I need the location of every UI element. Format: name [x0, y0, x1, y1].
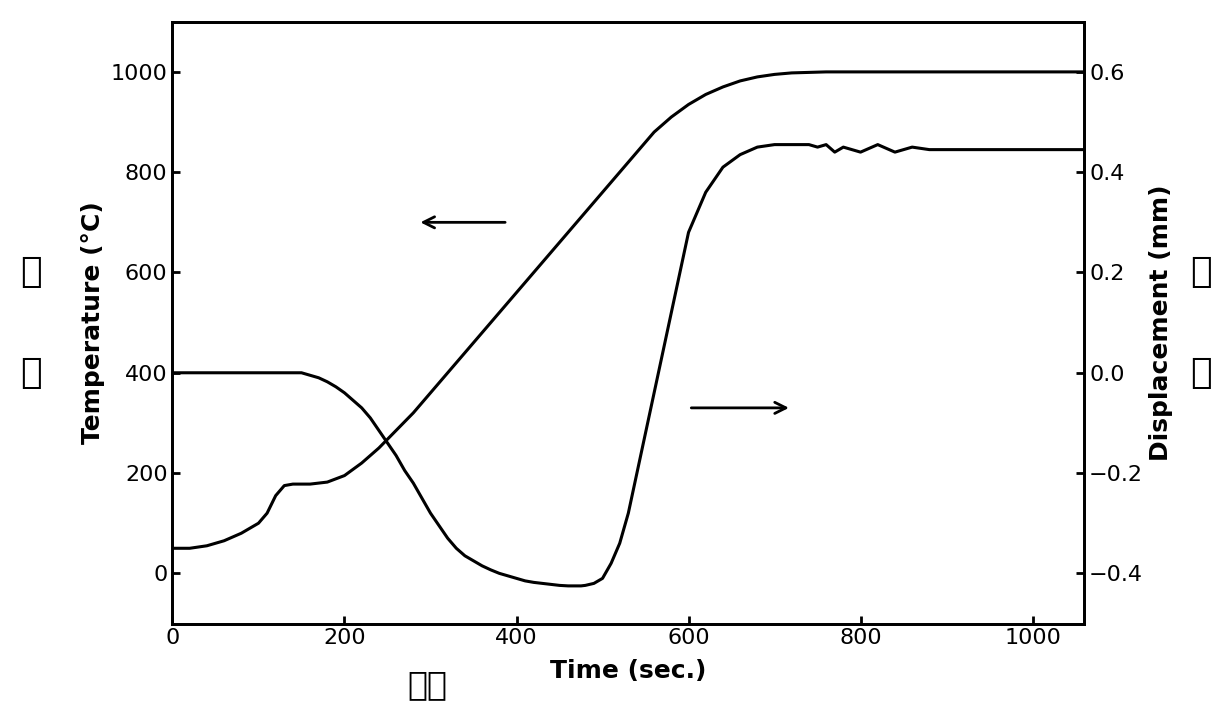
Y-axis label: Displacement (mm): Displacement (mm) — [1148, 184, 1173, 461]
Text: 度: 度 — [20, 357, 42, 390]
Text: 时间: 时间 — [408, 668, 447, 702]
Text: 移: 移 — [1190, 357, 1212, 390]
Y-axis label: Temperature (°C): Temperature (°C) — [81, 202, 105, 444]
Text: 位: 位 — [1190, 255, 1212, 289]
X-axis label: Time (sec.): Time (sec.) — [551, 660, 706, 684]
Text: 温: 温 — [20, 255, 42, 289]
